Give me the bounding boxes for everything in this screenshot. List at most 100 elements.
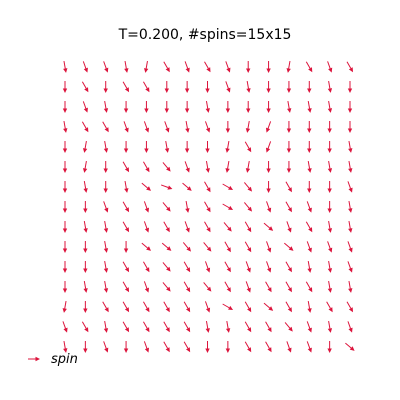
spin-arrow [163, 321, 170, 333]
spin-arrow [103, 321, 109, 333]
legend-key-arrow [28, 356, 40, 362]
spin-arrow [82, 61, 88, 73]
spin-arrow [327, 121, 332, 133]
spin-arrow [183, 281, 191, 293]
spin-arrow [225, 341, 231, 353]
spin-arrow [307, 161, 312, 173]
spin-arrow [184, 221, 190, 233]
spin-arrow [164, 101, 169, 113]
spin-arrow [103, 281, 109, 293]
spin-arrow [265, 341, 272, 353]
spin-arrow [246, 101, 251, 113]
spin-arrow [223, 222, 232, 232]
spin-arrow [122, 161, 130, 173]
spin-arrow [123, 101, 129, 113]
legend-arrow-icon [28, 356, 40, 362]
spin-arrow [244, 141, 252, 153]
spin-arrow [82, 161, 88, 173]
spin-arrow [62, 281, 68, 293]
spin-arrow [102, 301, 109, 313]
spin-arrow [285, 181, 292, 193]
spin-arrow [244, 241, 252, 253]
legend: spin [28, 352, 78, 367]
spin-arrow [163, 221, 170, 233]
spin-arrow [347, 321, 353, 333]
spin-arrow [244, 301, 252, 313]
spin-arrow [347, 81, 353, 93]
spin-arrow [142, 321, 150, 333]
spin-arrow [224, 241, 231, 253]
spin-arrow [327, 341, 332, 353]
legend-label: spin [51, 352, 78, 367]
spin-arrow [184, 141, 190, 153]
spin-arrow [162, 282, 171, 292]
spin-arrow [161, 242, 172, 251]
spin-arrow [81, 121, 89, 133]
spin-arrow [63, 341, 68, 353]
spin-arrow [164, 81, 169, 93]
spin-arrow [265, 321, 272, 333]
spin-arrow [348, 161, 353, 173]
spin-arrow [244, 321, 252, 333]
spin-arrow [205, 81, 210, 93]
spin-arrow [204, 181, 211, 193]
spin-arrow [184, 161, 190, 173]
spin-arrow [83, 301, 88, 313]
spin-arrow [286, 81, 292, 93]
spin-arrow [183, 301, 191, 313]
spin-arrow [82, 101, 88, 113]
spin-arrow [163, 61, 170, 73]
spin-arrow [286, 61, 291, 73]
spin-arrow [346, 61, 353, 73]
spin-arrow [63, 61, 68, 73]
spin-arrow [284, 322, 293, 332]
spin-arrow [83, 181, 88, 193]
spin-arrow [103, 81, 108, 93]
spin-arrow [347, 121, 353, 133]
spin-arrow [204, 201, 211, 213]
spin-arrow [62, 301, 67, 313]
spin-arrow [305, 281, 313, 293]
spin-arrow [143, 121, 150, 133]
spin-arrow [141, 242, 152, 251]
spin-arrow [103, 221, 109, 233]
spin-arrow [347, 101, 353, 113]
spin-arrow [327, 201, 332, 213]
spin-arrow [103, 61, 109, 73]
spin-arrow [346, 301, 353, 313]
spin-arrow [306, 241, 312, 253]
spin-arrow [327, 321, 333, 333]
spin-arrow [204, 261, 211, 273]
spin-arrow [103, 181, 108, 193]
spin-arrow [123, 241, 129, 253]
spin-arrow [162, 162, 171, 172]
spin-arrow [307, 261, 312, 273]
spin-arrow [103, 161, 108, 173]
spin-arrow [122, 261, 130, 273]
spin-arrow [347, 181, 353, 193]
spin-arrow [185, 121, 190, 133]
spin-arrow [62, 241, 68, 253]
spin-arrow [62, 201, 68, 213]
spin-arrow [83, 221, 88, 233]
spin-arrow [245, 281, 251, 293]
spin-arrow [142, 81, 150, 93]
spin-arrow [347, 261, 353, 273]
spin-arrow [243, 202, 253, 212]
spin-arrow [245, 161, 251, 173]
spin-arrow [327, 81, 333, 93]
spin-arrow [143, 221, 150, 233]
spin-arrow [205, 101, 210, 113]
spin-arrow [63, 121, 68, 133]
spin-arrow [225, 101, 231, 113]
spin-arrow [183, 261, 191, 273]
spin-arrow [124, 61, 129, 73]
spin-arrow [62, 221, 68, 233]
spin-arrow [222, 203, 234, 210]
spin-arrow [286, 121, 292, 133]
spin-arrow [285, 301, 292, 313]
spin-arrow [204, 221, 211, 233]
spin-arrow [123, 121, 129, 133]
spin-arrow [82, 141, 88, 153]
